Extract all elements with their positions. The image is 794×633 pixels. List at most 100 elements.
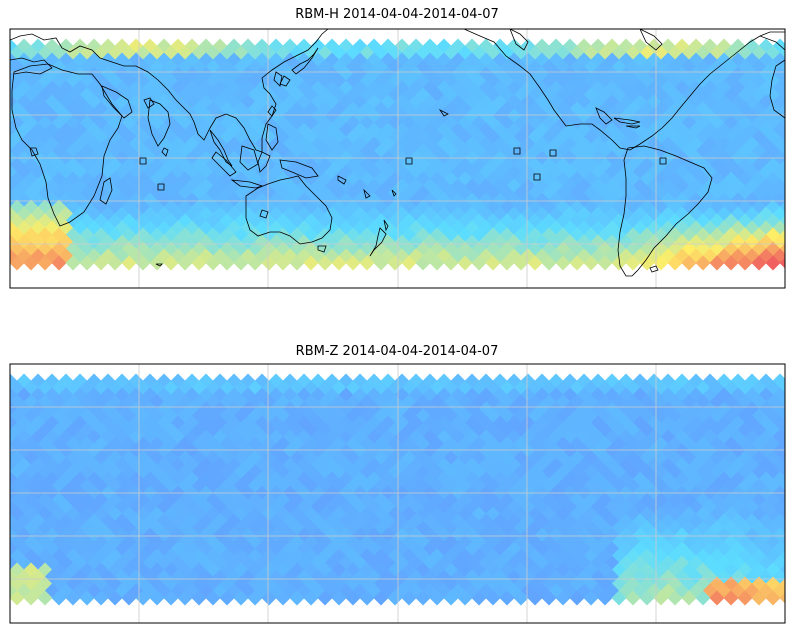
heat-tile	[303, 590, 319, 606]
heat-tile	[787, 528, 794, 543]
map-frame-h	[9, 28, 786, 289]
heat-tile	[779, 117, 785, 129]
heat-tile	[275, 255, 291, 271]
heat-tile	[787, 179, 794, 194]
heat-tile	[0, 570, 4, 585]
heat-tile	[0, 81, 4, 96]
heatmap-z	[0, 373, 794, 606]
heat-tile	[653, 255, 669, 271]
heat-tile	[787, 542, 794, 557]
heat-tile	[751, 590, 767, 606]
heat-tile	[779, 145, 785, 157]
heat-tile	[10, 234, 18, 250]
heat-tile	[0, 528, 4, 543]
heat-tile	[10, 220, 18, 236]
heat-tile	[10, 499, 11, 501]
heat-tile	[0, 514, 4, 529]
heat-tile	[0, 151, 4, 166]
heat-tile	[779, 466, 785, 478]
heat-tile	[779, 229, 785, 241]
heat-tile	[10, 401, 18, 417]
heat-tile	[787, 458, 794, 473]
heat-tile	[401, 590, 417, 606]
heat-tile	[345, 590, 361, 606]
heat-tile	[772, 555, 785, 571]
heat-tile	[317, 590, 333, 606]
heat-tile	[93, 590, 109, 606]
heat-tile	[772, 220, 785, 236]
heat-tile	[597, 255, 613, 271]
heat-tile	[0, 123, 4, 138]
heat-tile	[0, 95, 4, 110]
heat-tile	[457, 590, 473, 606]
heat-tile	[0, 165, 4, 180]
heat-tile	[10, 541, 11, 543]
heat-tile	[787, 249, 794, 264]
heat-tile	[772, 499, 785, 515]
heat-tile	[779, 215, 785, 227]
heat-tile	[787, 374, 794, 389]
heat-tile	[772, 248, 785, 264]
heat-tile	[163, 255, 179, 271]
heat-tile	[415, 255, 431, 271]
heat-tile	[359, 590, 375, 606]
heat-tile	[261, 590, 277, 606]
heat-tile	[709, 590, 725, 606]
heat-tile	[247, 590, 263, 606]
heat-tile	[779, 564, 785, 576]
heat-tile	[787, 444, 794, 459]
heat-tile	[191, 590, 207, 606]
heat-tile	[639, 255, 655, 271]
heat-tile	[10, 373, 18, 389]
heat-tile	[10, 136, 18, 152]
heat-tile	[653, 590, 669, 606]
heat-tile	[485, 255, 501, 271]
heat-tile	[772, 401, 785, 417]
heat-tile	[0, 207, 4, 222]
heat-tile	[10, 122, 18, 138]
heat-tile	[787, 570, 794, 585]
heat-tile	[457, 255, 473, 271]
heat-tile	[765, 590, 781, 606]
heat-tile	[779, 410, 785, 422]
heat-tile	[611, 255, 627, 271]
heat-tile	[667, 590, 683, 606]
heat-tile	[387, 255, 403, 271]
heat-tile	[751, 255, 767, 271]
heat-tile	[787, 430, 794, 445]
heat-tile	[10, 471, 18, 487]
heat-tile	[737, 255, 753, 271]
heat-tile	[737, 590, 753, 606]
heat-tile	[0, 374, 4, 389]
heat-tile	[787, 137, 794, 152]
heat-tile	[772, 80, 785, 96]
heat-tile	[639, 590, 655, 606]
heat-tile	[51, 255, 67, 271]
heat-tile	[331, 590, 347, 606]
heat-tile	[177, 590, 193, 606]
heat-tile	[0, 542, 4, 557]
heat-tile	[0, 221, 4, 236]
heat-tile	[219, 590, 235, 606]
heat-tile	[772, 541, 785, 557]
heat-tile	[625, 590, 641, 606]
heat-tile	[695, 590, 711, 606]
heat-tile	[93, 255, 109, 271]
heat-tile	[787, 207, 794, 222]
heat-tile	[779, 131, 785, 143]
map-panel-z	[0, 363, 794, 624]
map-panel-h	[0, 28, 794, 289]
heat-tile	[772, 108, 785, 124]
heat-tile	[10, 541, 18, 557]
heat-tile	[611, 590, 627, 606]
heat-tile	[0, 179, 4, 194]
heat-tile	[443, 590, 459, 606]
heat-tile	[303, 255, 319, 271]
heat-tile	[499, 255, 515, 271]
heat-tile	[10, 527, 11, 529]
heat-tile	[787, 53, 794, 68]
heat-tile	[79, 590, 95, 606]
heat-tile	[787, 165, 794, 180]
heat-tile	[555, 255, 571, 271]
heat-tile	[779, 438, 785, 450]
